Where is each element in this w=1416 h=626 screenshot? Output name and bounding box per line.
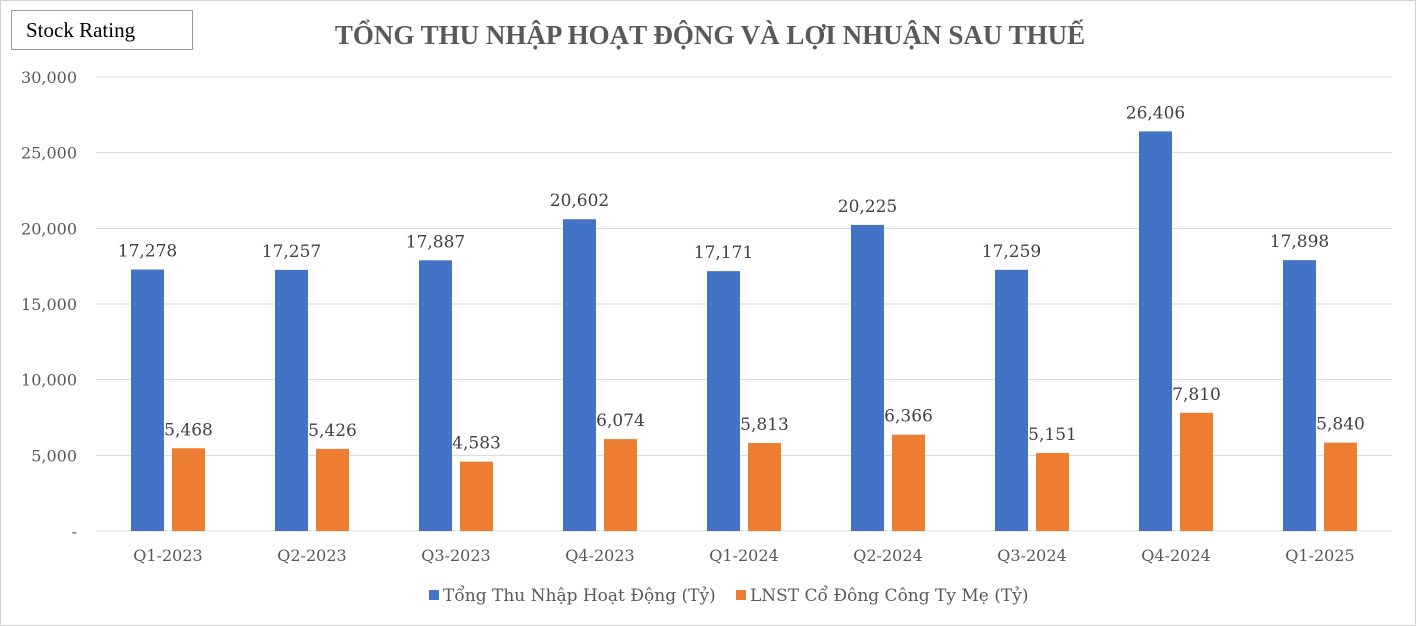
bar-series-1 (851, 224, 884, 531)
bar-series-2 (1036, 453, 1069, 531)
bar-series-1 (707, 271, 740, 531)
legend-swatch-1 (429, 590, 439, 600)
category-label: Q2-2023 (277, 546, 346, 565)
data-label: 5,840 (1316, 415, 1365, 435)
y-tick-label: 5,000 (31, 446, 77, 465)
data-label: 5,151 (1028, 425, 1077, 445)
bars (131, 131, 1357, 531)
gridlines (96, 76, 1392, 532)
y-tick-label: - (72, 522, 77, 541)
data-label: 17,278 (118, 242, 177, 262)
data-label: 17,887 (406, 232, 465, 252)
bar-series-2 (1180, 412, 1213, 531)
bar-series-1 (419, 260, 452, 531)
legend-label-2: LNST Cổ Đông Công Ty Mẹ (Tỷ) (750, 586, 1028, 606)
bar-series-1 (563, 219, 596, 531)
data-label: 5,813 (740, 415, 789, 435)
bar-series-2 (460, 461, 493, 531)
category-label: Q1-2024 (709, 546, 778, 565)
bar-series-2 (604, 439, 637, 531)
stock-rating-badge: Stock Rating (11, 10, 193, 50)
data-label: 17,257 (262, 242, 321, 262)
chart-title: TỔNG THU NHẬP HOẠT ĐỘNG VÀ LỢI NHUẬN SAU… (335, 19, 1085, 50)
category-label: Q2-2024 (853, 546, 922, 565)
category-label: Q1-2025 (1285, 546, 1354, 565)
data-label: 7,810 (1172, 385, 1221, 405)
bar-series-2 (748, 443, 781, 531)
y-tick-label: 15,000 (21, 295, 77, 314)
bar-series-1 (1283, 260, 1316, 531)
legend-swatch-2 (736, 590, 746, 600)
bar-series-2 (892, 434, 925, 531)
category-label: Q4-2023 (565, 546, 634, 565)
category-label: Q3-2024 (997, 546, 1066, 565)
data-label: 5,468 (164, 420, 213, 440)
category-label: Q4-2024 (1141, 546, 1210, 565)
data-label: 4,583 (452, 434, 501, 454)
data-label: 20,225 (838, 197, 897, 217)
y-tick-label: 25,000 (21, 144, 77, 163)
y-tick-label: 20,000 (21, 219, 77, 238)
legend: Tổng Thu Nhập Hoạt Động (Tỷ) LNST Cổ Đông… (429, 586, 1028, 606)
data-label: 26,406 (1126, 103, 1185, 123)
data-label: 6,074 (596, 411, 645, 431)
category-label: Q1-2023 (133, 546, 202, 565)
data-label: 17,259 (982, 242, 1041, 262)
data-label: 17,171 (694, 243, 753, 263)
category-labels: Q1-2023 Q2-2023 Q3-2023 Q4-2023 Q1-2024 Q2-20… (133, 546, 1354, 565)
y-tick-label: 10,000 (21, 371, 77, 390)
category-label: Q3-2023 (421, 546, 490, 565)
bar-series-2 (316, 448, 349, 531)
y-tick-label: 30,000 (21, 68, 77, 87)
bar-series-2 (1324, 442, 1357, 531)
bar-series-1 (131, 269, 164, 531)
data-labels: 17,278 5,468 17,257 5,426 17,887 4,583 20,602 6… (118, 103, 1365, 453)
y-axis-ticks: - 5,000 10,000 15,000 20,000 25,000 30,000 (21, 68, 77, 541)
bar-series-1 (1139, 131, 1172, 531)
bar-series-1 (275, 269, 308, 531)
data-label: 17,898 (1270, 232, 1329, 252)
data-label: 5,426 (308, 421, 357, 441)
data-label: 6,366 (884, 407, 933, 427)
data-label: 20,602 (550, 191, 609, 211)
bar-series-2 (172, 448, 205, 531)
legend-label-1: Tổng Thu Nhập Hoạt Động (Tỷ) (443, 586, 716, 606)
bar-series-1 (995, 269, 1028, 531)
